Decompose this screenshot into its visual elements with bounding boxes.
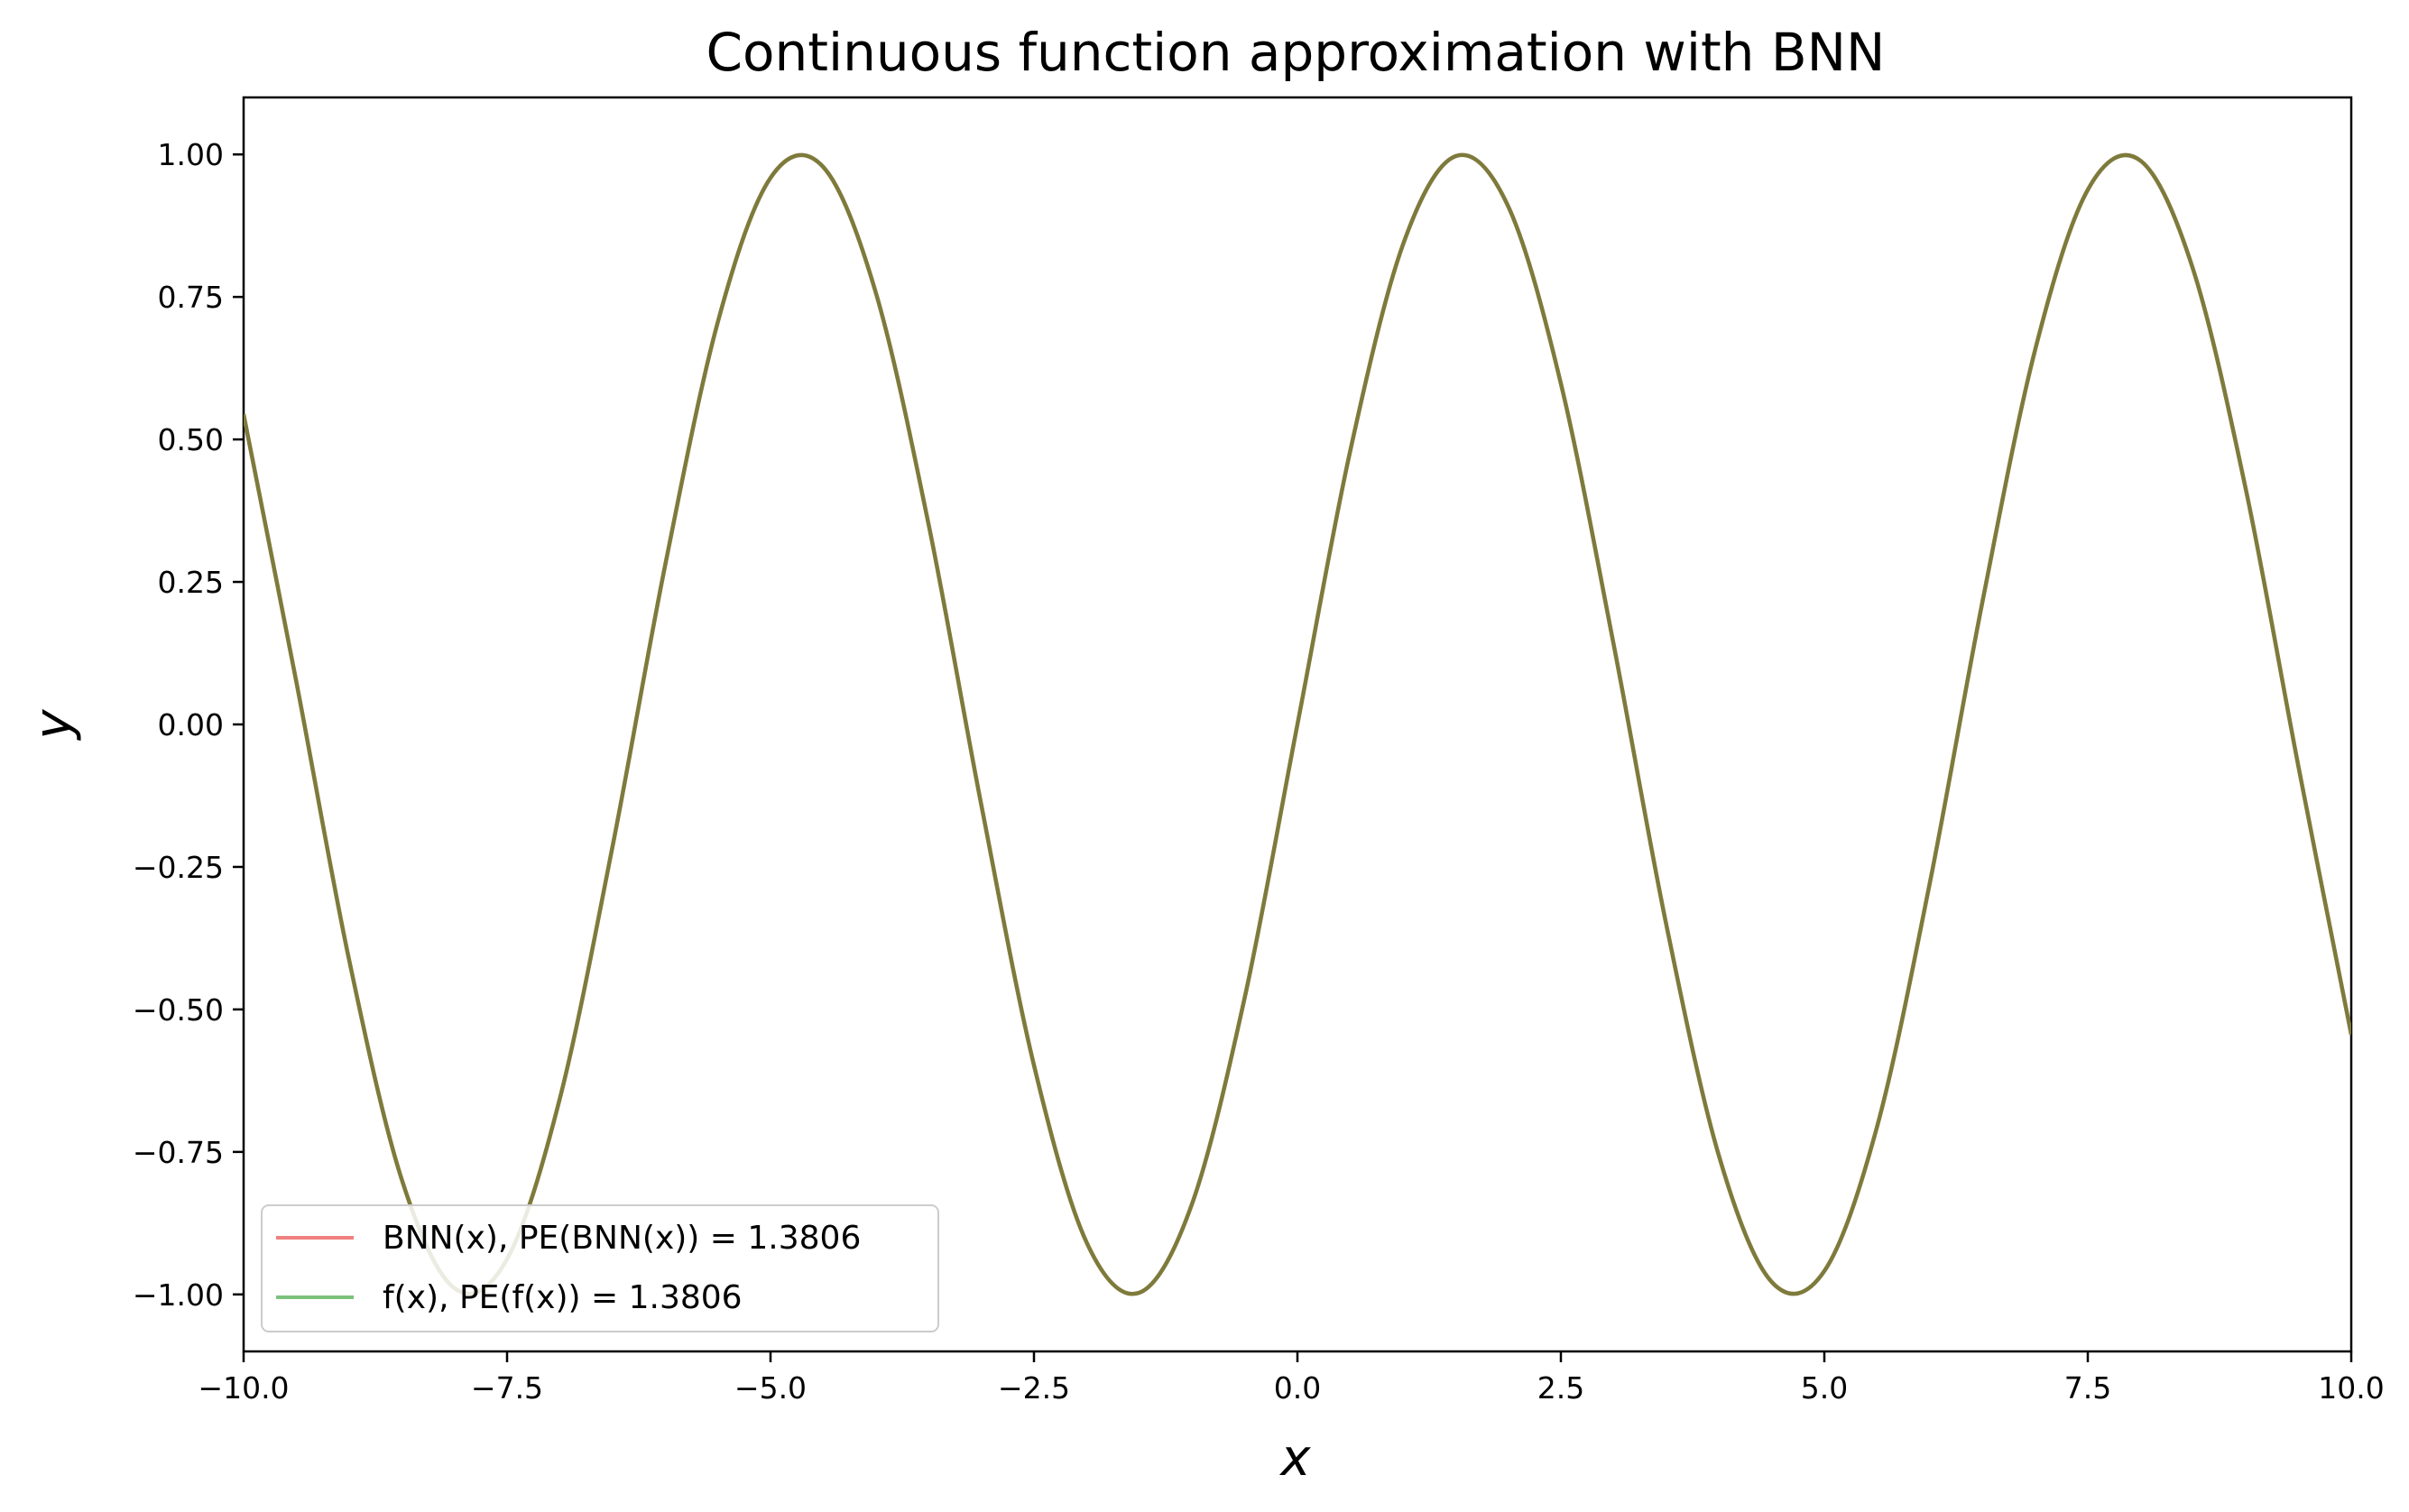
y-tick-label: −0.50	[133, 992, 224, 1028]
y-axis-label: y	[24, 709, 83, 742]
x-tick-label: −2.5	[998, 1370, 1070, 1406]
x-tick-label: −7.5	[471, 1370, 543, 1406]
y-tick-label: −1.00	[133, 1277, 224, 1313]
x-tick-label: 5.0	[1801, 1370, 1848, 1406]
legend: BNN(x), PE(BNN(x)) = 1.3806 f(x), PE(f(x…	[261, 1204, 939, 1332]
series-layer	[244, 152, 2351, 1296]
series-line-f	[244, 152, 2351, 1296]
chart-title: Continuous function approximation with B…	[706, 22, 1886, 83]
legend-label-bnn: BNN(x), PE(BNN(x)) = 1.3806	[383, 1220, 861, 1257]
x-tick-label: −10.0	[198, 1370, 289, 1406]
y-tick-label: 0.75	[158, 280, 224, 315]
x-tick-label: 7.5	[2064, 1370, 2111, 1406]
x-tick-label: 0.0	[1274, 1370, 1321, 1406]
y-tick-label: 0.00	[158, 707, 224, 742]
y-tick-label: 0.50	[158, 422, 224, 457]
legend-label-f: f(x), PE(f(x)) = 1.3806	[383, 1279, 743, 1316]
x-tick-label: 2.5	[1537, 1370, 1584, 1406]
x-axis-label: x	[1278, 1429, 1311, 1488]
y-tick-label: 1.00	[158, 137, 224, 172]
y-axis-ticks: 1.00 0.75 0.50 0.25 0.00 −0.25 −0.50 −0.75 −1.00	[133, 137, 244, 1313]
y-tick-label: −0.25	[133, 850, 224, 885]
x-tick-label: −5.0	[734, 1370, 807, 1406]
y-tick-label: −0.75	[133, 1135, 224, 1170]
legend-box	[261, 1204, 939, 1332]
x-axis-ticks: −10.0 −7.5 −5.0 −2.5 0.0 2.5 5.0 7.5 10.0	[198, 1351, 2385, 1406]
y-tick-label: 0.25	[158, 565, 224, 600]
x-tick-label: 10.0	[2318, 1370, 2384, 1406]
